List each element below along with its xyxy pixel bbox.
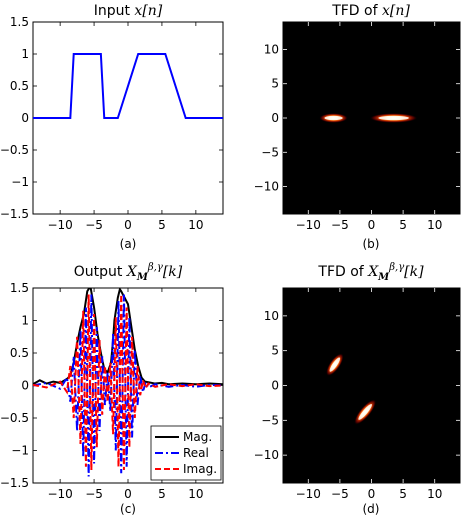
- subfigure-label: (c): [120, 502, 136, 516]
- title-prefix: TFD of: [317, 264, 368, 280]
- y-tick-label: 0.5: [10, 346, 29, 360]
- y-tick-label: 5: [271, 344, 279, 358]
- legend-label: Mag.: [183, 430, 212, 444]
- y-tick-label: 1: [21, 314, 29, 328]
- title-math: x[n]: [382, 3, 410, 19]
- panel-title: TFD of x[n]: [331, 3, 410, 19]
- tfd-energy-core: [378, 115, 409, 121]
- title-prefix: Input: [94, 3, 135, 19]
- title-superscript: β,γ: [388, 262, 404, 273]
- axis-ticks: −10 −5 0 5 10 −10 −5 0 5 10: [254, 22, 460, 232]
- x-tick-label: 0: [124, 218, 132, 232]
- y-tick-label: 1: [21, 47, 29, 61]
- axis-ticks: −10 −5 0 5 10 −1.5 −1 −0.5 0 0.5 1 1.5: [0, 15, 223, 232]
- x-tick-label: 5: [399, 487, 407, 501]
- x-tick-label: 0: [124, 487, 132, 501]
- x-tick-label: −5: [331, 487, 349, 501]
- x-tick-label: −10: [296, 487, 321, 501]
- panel-title: Input x[n]: [94, 3, 163, 19]
- x-tick-label: −10: [296, 218, 321, 232]
- x-tick-label: 5: [158, 218, 166, 232]
- legend-label: Imag.: [183, 462, 217, 476]
- y-tick-label: 5: [271, 77, 279, 91]
- title-subscript: M: [136, 272, 149, 283]
- y-tick-label: −1: [11, 444, 29, 458]
- y-tick-label: 1.5: [10, 15, 29, 29]
- x-tick-label: 0: [368, 218, 376, 232]
- y-tick-label: −5: [261, 145, 279, 159]
- panel-output-signal: Output XMβ,γ[k] −10 −5 0 5 10 −1.5 −1 −0.5 0 0.5 1…: [0, 262, 224, 516]
- y-tick-label: −1: [11, 175, 29, 189]
- axis-ticks: −10 −5 0 5 10 −10 −5 0 5 10: [254, 288, 460, 501]
- title-math: x[n]: [134, 3, 162, 19]
- y-tick-label: −5: [261, 413, 279, 427]
- y-tick-label: 0: [21, 379, 29, 393]
- heatmap-blobs: [326, 353, 376, 425]
- series-group: [33, 288, 223, 477]
- y-tick-label: −10: [254, 180, 279, 194]
- y-tick-label: 10: [264, 309, 279, 323]
- subfigure-label: (b): [363, 237, 380, 251]
- title-prefix: Output: [74, 264, 127, 280]
- series-group: [33, 53, 223, 119]
- legend: Mag. Real Imag.: [150, 425, 222, 481]
- heatmap-blobs: [319, 113, 418, 123]
- y-tick-label: 10: [264, 42, 279, 56]
- subfigure-label: (d): [363, 502, 380, 516]
- title-superscript: β,γ: [147, 262, 163, 273]
- y-tick-label: −0.5: [0, 143, 29, 157]
- title-suffix: [k]: [404, 264, 424, 280]
- panel-tfd-input: TFD of x[n] −10 −5 0 5 10 −10 −5 0 5 10 (b): [254, 3, 461, 251]
- y-tick-label: −10: [254, 448, 279, 462]
- y-tick-label: 0: [271, 379, 279, 393]
- x-tick-label: −5: [85, 487, 103, 501]
- y-tick-label: −1.5: [0, 207, 29, 221]
- x-tick-label: 10: [427, 218, 442, 232]
- x-tick-label: 0: [368, 487, 376, 501]
- x-tick-label: −10: [47, 218, 72, 232]
- panel-title: TFD of XMβ,γ[k]: [317, 262, 424, 283]
- series-line-imag: [33, 294, 223, 471]
- y-tick-label: 0: [271, 111, 279, 125]
- tfd-energy-core: [358, 404, 372, 420]
- x-tick-label: 10: [188, 218, 203, 232]
- tfd-energy-core: [324, 115, 343, 121]
- series-line-input: [33, 53, 223, 119]
- y-tick-label: 0.5: [10, 79, 29, 93]
- x-tick-label: 5: [399, 218, 407, 232]
- title-suffix: [k]: [163, 264, 183, 280]
- x-tick-label: 10: [427, 487, 442, 501]
- subfigure-label: (a): [120, 237, 137, 251]
- x-tick-label: 10: [188, 487, 203, 501]
- panel-input-signal: Input x[n] −10 −5 0 5 10 −1.5 −1 −0.5 0 0.5 1 1.5 (…: [0, 3, 224, 251]
- x-tick-label: −10: [47, 487, 72, 501]
- tfd-energy-core: [329, 357, 341, 372]
- panel-title: Output XMβ,γ[k]: [74, 262, 183, 283]
- x-tick-label: 5: [158, 487, 166, 501]
- title-math: X: [367, 264, 379, 280]
- legend-label: Real: [183, 446, 209, 460]
- title-prefix: TFD of: [331, 3, 382, 19]
- title-math: X: [126, 264, 138, 280]
- x-tick-label: −5: [331, 218, 349, 232]
- heatmap-area: [282, 287, 461, 484]
- y-tick-label: −0.5: [0, 411, 29, 425]
- y-tick-label: −1.5: [0, 476, 29, 490]
- x-tick-label: −5: [85, 218, 103, 232]
- title-subscript: M: [377, 272, 390, 283]
- panel-tfd-output: TFD of XMβ,γ[k] −10 −5 0 5 10 −10 −5 0 5 10 (d): [254, 262, 461, 516]
- y-tick-label: 1.5: [10, 281, 29, 295]
- y-tick-label: 0: [21, 111, 29, 125]
